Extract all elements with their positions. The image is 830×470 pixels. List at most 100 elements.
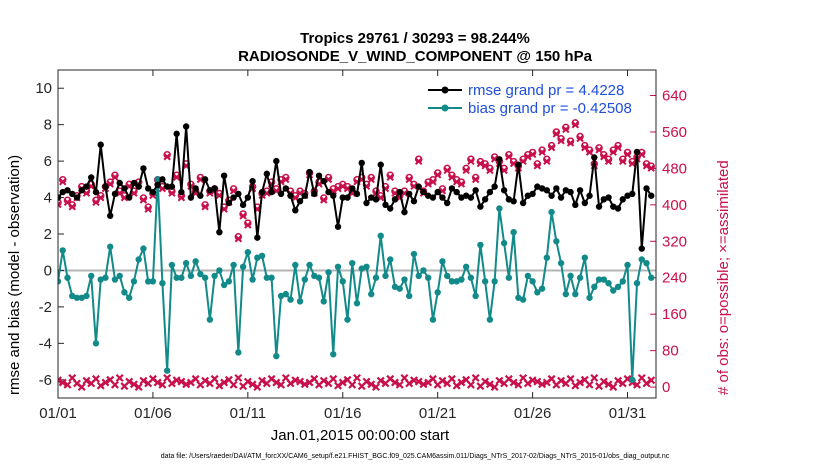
rmse-point (643, 185, 650, 192)
bias-point (0, 276, 3, 282)
bias-point (387, 256, 394, 263)
bias-point (581, 254, 589, 261)
rmse-point (619, 196, 626, 203)
rmse-point (83, 183, 90, 190)
plot-series-group (0, 119, 656, 392)
bias-point (239, 263, 247, 270)
rmse-point (581, 199, 589, 207)
rmse-point (543, 187, 551, 194)
rmse-point (415, 183, 422, 190)
rmse-point (410, 198, 418, 205)
obs-assimilated-upper-point (467, 157, 475, 165)
obs-assimilated-point (557, 376, 566, 385)
rmse-point (491, 183, 498, 190)
bias-point (211, 272, 218, 280)
obs-assimilated-upper-point (576, 134, 584, 143)
bias-point (187, 272, 195, 280)
x-tick-label: 01/31 (609, 405, 647, 422)
obs-assimilated-point (647, 376, 656, 385)
obs-assimilated-upper-point (334, 184, 342, 193)
bias-point (448, 278, 456, 285)
rmse-point (173, 130, 180, 137)
bias-point (486, 316, 494, 323)
obs-assimilated-point (329, 374, 338, 383)
bias-point (629, 376, 636, 383)
bias-point (591, 283, 598, 291)
obs-assimilated-point (419, 380, 428, 389)
rmse-point (258, 188, 266, 196)
rmse-point (434, 188, 441, 196)
obs-assimilated-point (258, 376, 267, 385)
obs-assimilated-point (571, 381, 580, 390)
obs-assimilated-upper-point (486, 166, 494, 175)
obs-possible-point (0, 170, 3, 176)
obs-assimilated-upper-point (543, 157, 551, 165)
y-tick-label-left: 2 (44, 226, 52, 243)
obs-assimilated-upper-point (196, 175, 205, 184)
bias-point (467, 274, 475, 281)
bias-point (481, 278, 489, 285)
bias-point (396, 285, 403, 292)
rmse-point (372, 196, 380, 203)
obs-assimilated-point (319, 376, 328, 385)
obs-assimilated-point (585, 380, 594, 389)
rmse-point (97, 141, 104, 148)
obs-assimilated-point (110, 380, 119, 389)
bias-point (334, 263, 342, 270)
bias-point (0, 269, 3, 275)
bias-point (320, 298, 327, 305)
legend-bias-label: bias grand pr = -0.42508 (468, 100, 632, 117)
rmse-point (443, 199, 451, 207)
bias-point (125, 294, 133, 301)
rmse-point (353, 190, 361, 198)
y-tick-label-right: 320 (662, 233, 687, 250)
bias-point (614, 283, 622, 291)
rmse-point (211, 185, 218, 192)
bias-point (562, 290, 570, 298)
rmse-point (572, 201, 579, 209)
bias-point (111, 276, 119, 283)
bias-point (500, 239, 508, 247)
rmse-point (439, 194, 446, 201)
obs-assimilated-upper-point (59, 178, 67, 186)
obs-assimilated-point (376, 376, 385, 385)
obs-assimilated-point (229, 380, 238, 389)
bias-point (543, 254, 551, 261)
rmse-point (154, 181, 161, 188)
rmse-point (529, 190, 536, 198)
rmse-point (358, 159, 365, 167)
obs-assimilated-point (609, 383, 618, 392)
y-tick-label-right: 160 (662, 306, 687, 323)
bias-line (58, 179, 653, 380)
bias-point (624, 261, 631, 269)
obs-assimilated-point (139, 376, 148, 385)
bias-point (572, 290, 579, 298)
rmse-point (330, 192, 337, 199)
rmse-point (391, 196, 399, 203)
bias-point (349, 259, 356, 267)
rmse-point (287, 192, 294, 199)
rmse-point (306, 168, 313, 176)
bias-point (472, 292, 479, 300)
obs-assimilated-point (215, 381, 224, 390)
rmse-point (567, 188, 574, 196)
obs-assimilated-point (438, 376, 447, 385)
bias-point (496, 205, 503, 212)
rmse-point (192, 185, 199, 192)
rmse-point (0, 227, 3, 233)
bias-point (230, 261, 237, 269)
bias-point (633, 280, 641, 287)
rmse-point (216, 228, 223, 236)
obs-assimilated-upper-point (595, 146, 603, 154)
obs-assimilated-upper-point (566, 139, 575, 147)
y-tick-label-right: 240 (662, 270, 687, 287)
bias-point (619, 278, 626, 285)
obs-assimilated-upper-point (144, 205, 152, 213)
bias-point (192, 258, 199, 265)
obs-assimilated-point (210, 374, 219, 383)
obs-assimilated-upper-point (443, 166, 451, 175)
bias-point (330, 351, 337, 358)
bias-point (401, 276, 408, 283)
bias-point (462, 263, 470, 270)
bias-point (201, 274, 209, 281)
